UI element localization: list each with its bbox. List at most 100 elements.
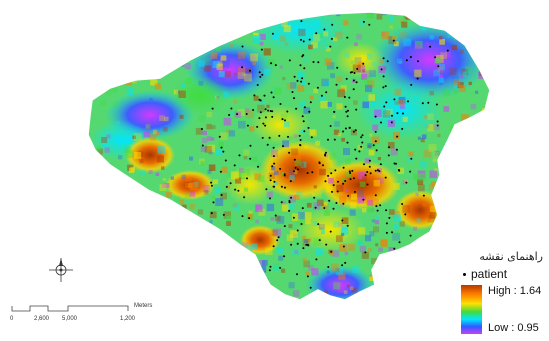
patient-point xyxy=(409,234,412,237)
patient-point xyxy=(345,110,348,113)
patient-point xyxy=(249,144,252,147)
patient-point xyxy=(294,166,297,169)
patient-point xyxy=(273,162,276,165)
patient-point xyxy=(368,159,371,162)
scale-unit: Meters xyxy=(134,303,153,309)
patient-point xyxy=(379,204,382,207)
patient-point xyxy=(278,134,281,137)
patient-point xyxy=(210,212,213,215)
patient-point xyxy=(342,130,345,133)
patient-point xyxy=(271,115,274,118)
patient-point xyxy=(380,121,382,124)
scale-tick-2: 5,000 xyxy=(62,316,78,322)
patient-point xyxy=(257,165,259,168)
patient-point xyxy=(238,154,241,157)
patient-point xyxy=(397,168,400,171)
patient-point xyxy=(344,105,347,108)
patient-point xyxy=(388,216,391,219)
patient-point xyxy=(269,174,272,177)
patient-point xyxy=(337,180,339,183)
patient-point xyxy=(341,219,344,222)
patient-point xyxy=(277,236,280,239)
patient-point xyxy=(259,75,262,78)
patient-point xyxy=(236,113,239,116)
patient-point xyxy=(302,54,305,57)
patient-point xyxy=(416,77,419,80)
patient-point xyxy=(218,135,221,138)
patient-point xyxy=(256,125,259,128)
patient-point xyxy=(279,167,282,170)
patient-point xyxy=(299,144,301,146)
patient-point xyxy=(268,269,271,272)
patient-point xyxy=(410,157,413,160)
patient-point xyxy=(332,184,335,187)
patient-point xyxy=(280,185,283,188)
patient-point xyxy=(344,127,347,130)
patient-point xyxy=(329,125,332,127)
legend-high-label: High : 1.64 xyxy=(488,285,542,297)
patient-point xyxy=(447,163,450,166)
patient-point xyxy=(425,246,428,249)
patient-point xyxy=(308,38,311,41)
patient-point xyxy=(409,170,412,173)
patient-point xyxy=(391,114,393,117)
patient-point xyxy=(427,101,430,104)
patient-point xyxy=(308,110,311,113)
patient-point xyxy=(330,172,333,175)
patient-point xyxy=(252,109,255,111)
patient-point xyxy=(385,222,388,225)
patient-point xyxy=(358,150,361,153)
patient-point xyxy=(346,141,349,144)
patient-point xyxy=(364,251,367,254)
patient-point xyxy=(393,247,396,250)
patient-point xyxy=(360,145,363,148)
patient-point xyxy=(346,36,349,39)
patient-point xyxy=(334,169,337,172)
patient-point xyxy=(363,163,365,166)
region-outline xyxy=(87,11,491,301)
patient-point xyxy=(329,45,332,48)
patient-point xyxy=(229,182,232,185)
patient-point xyxy=(210,184,213,187)
patient-point xyxy=(264,124,267,127)
patient-point xyxy=(264,287,267,290)
patient-point xyxy=(220,146,223,149)
patient-point xyxy=(351,71,353,74)
patient-point xyxy=(289,180,292,183)
patient-point xyxy=(417,60,419,63)
patient-point xyxy=(332,207,335,210)
patient-point xyxy=(306,275,309,278)
point-symbol-icon xyxy=(463,273,466,277)
patient-point xyxy=(283,174,286,177)
patient-point xyxy=(314,206,317,209)
patient-point xyxy=(386,60,389,63)
patient-point xyxy=(368,165,371,168)
patient-point xyxy=(224,159,227,162)
patient-point xyxy=(271,32,274,35)
patient-point xyxy=(382,75,385,78)
patient-point xyxy=(230,107,233,110)
patient-point xyxy=(324,180,327,183)
patient-point xyxy=(302,247,305,250)
patient-point xyxy=(311,171,314,174)
patient-point xyxy=(265,188,268,191)
patient-point xyxy=(378,285,381,288)
patient-point xyxy=(296,229,299,232)
patient-point xyxy=(283,255,286,258)
patient-point xyxy=(401,127,404,130)
patient-point xyxy=(396,135,399,138)
patient-point xyxy=(405,59,408,62)
patient-point xyxy=(333,110,336,113)
patient-point xyxy=(437,65,440,68)
patient-point xyxy=(223,28,226,31)
patient-point xyxy=(237,189,240,192)
patient-point xyxy=(317,223,320,226)
patient-point xyxy=(446,49,449,52)
patient-point xyxy=(396,112,399,115)
patient-point xyxy=(372,144,375,147)
patient-point xyxy=(290,243,293,246)
patient-point xyxy=(307,82,310,85)
patient-point xyxy=(352,88,355,91)
patient-point xyxy=(258,117,261,120)
